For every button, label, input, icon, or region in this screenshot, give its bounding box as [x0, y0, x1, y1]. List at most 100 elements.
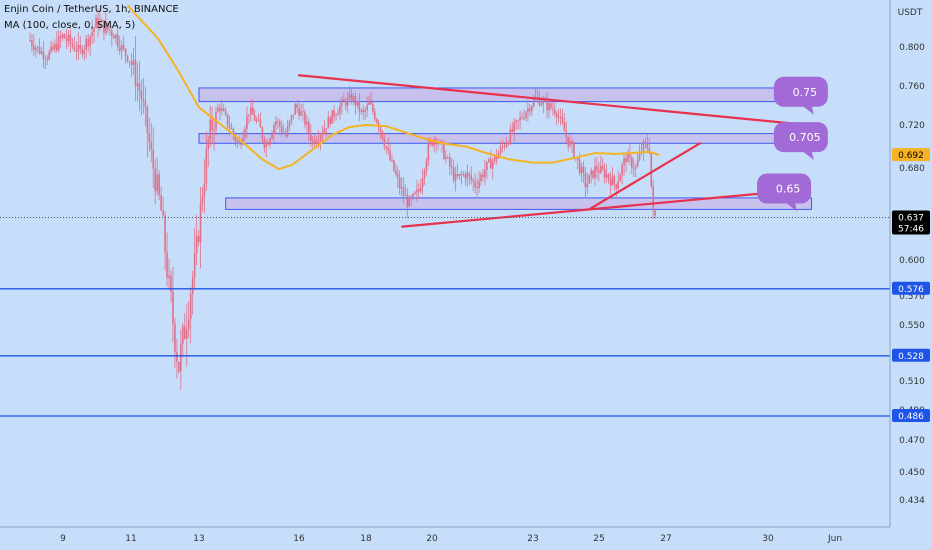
indicator-legend[interactable]: MA (100, close, 0, SMA, 5) — [4, 20, 136, 31]
candle-body — [621, 164, 623, 176]
candle-body — [507, 143, 510, 144]
time-axis[interactable]: 9 11 13 16 18 20 23 25 27 30 Jun — [60, 534, 842, 544]
candle-body — [296, 104, 298, 108]
candle-body — [605, 174, 608, 178]
candle-body — [34, 48, 37, 51]
candle-body — [501, 146, 504, 148]
sr-zone[interactable] — [225, 197, 813, 210]
candle-body — [288, 121, 291, 127]
time-tick-label: 16 — [293, 534, 305, 544]
candle-body — [228, 125, 231, 128]
candle-body — [571, 141, 573, 144]
candle-body — [352, 96, 355, 102]
candle-body — [408, 198, 411, 207]
callout-bubble — [773, 76, 828, 115]
candle-body — [97, 17, 99, 29]
callout-text: 0.705 — [789, 131, 821, 144]
candle-body — [398, 177, 401, 189]
candle-body — [412, 193, 414, 199]
candle-body — [343, 99, 345, 102]
candle-body — [122, 45, 125, 49]
candle-body — [187, 319, 190, 330]
candle-body — [136, 83, 139, 87]
ma-line[interactable] — [126, 4, 660, 171]
callout-text: 0.65 — [776, 183, 801, 196]
candle-body — [569, 141, 571, 146]
candle-body — [105, 22, 107, 33]
candle-body — [395, 170, 397, 175]
candle-body — [519, 117, 521, 121]
price-tick-label: 0.450 — [899, 468, 925, 478]
candle-body — [323, 128, 326, 134]
candle-body — [57, 36, 60, 51]
candle-body — [529, 108, 531, 112]
price-label-level: 0.486 — [892, 409, 930, 422]
candle-body — [525, 112, 527, 118]
candle-body — [372, 104, 374, 112]
candle-body — [271, 133, 273, 139]
trend-line[interactable] — [297, 74, 810, 127]
candle-body — [484, 169, 486, 178]
candle-body — [309, 132, 312, 141]
candle-body — [280, 126, 283, 133]
candle-body — [234, 134, 237, 141]
candle-body — [244, 128, 246, 138]
price-callout[interactable]: 0.65 — [757, 173, 812, 212]
candle-body — [381, 131, 384, 140]
trend-line[interactable] — [587, 142, 702, 211]
candle-body — [48, 52, 50, 60]
candle-body — [52, 46, 54, 50]
candle-body — [400, 187, 403, 189]
candle-body — [396, 174, 399, 178]
price-label-level: 0.528 — [892, 348, 930, 362]
candle-body — [183, 326, 186, 339]
price-callout[interactable]: 0.75 — [773, 76, 828, 115]
candle-body — [166, 252, 168, 278]
candle-body — [375, 119, 378, 123]
time-tick-label: 9 — [60, 534, 66, 544]
candle-body — [191, 277, 194, 294]
time-tick-label: 25 — [593, 534, 604, 544]
candle-body — [509, 128, 512, 144]
candle-body — [536, 97, 539, 98]
candle-body — [83, 49, 86, 55]
candle-body — [654, 210, 656, 216]
price-callout[interactable]: 0.705 — [773, 122, 828, 161]
sr-zone[interactable] — [198, 133, 813, 144]
price-tick-label: 0.510 — [899, 377, 925, 387]
candle-body — [523, 117, 525, 119]
candle-body — [410, 198, 412, 199]
time-tick-label: 30 — [762, 534, 774, 544]
candle-body — [240, 143, 242, 145]
candle-body — [596, 165, 598, 171]
candle-body — [91, 31, 93, 36]
candle-body — [503, 146, 506, 148]
candle-body — [71, 43, 74, 47]
candle-body — [546, 100, 548, 111]
candle-body — [152, 149, 155, 169]
candle-body — [360, 110, 363, 112]
candle-body — [103, 20, 105, 33]
candle-body — [63, 34, 66, 39]
trend-line[interactable] — [401, 188, 803, 228]
candle-body — [515, 120, 517, 123]
candle-body — [232, 128, 235, 135]
candle-body — [373, 111, 376, 120]
candle-body — [511, 128, 514, 132]
candle-body — [646, 143, 649, 149]
price-label-ma: 0.692 — [892, 148, 930, 162]
candle-body — [205, 149, 208, 184]
candle-body — [302, 111, 304, 113]
candle-body — [87, 38, 89, 47]
candle-body — [193, 253, 196, 278]
candle-body — [180, 344, 182, 372]
candle-body — [236, 140, 239, 142]
candle-body — [292, 114, 295, 116]
candle-body — [199, 202, 202, 243]
candle-body — [478, 180, 480, 189]
candle-body — [559, 116, 562, 118]
candle-body — [609, 178, 612, 186]
candle-body — [81, 48, 84, 55]
candle-body — [425, 160, 428, 171]
